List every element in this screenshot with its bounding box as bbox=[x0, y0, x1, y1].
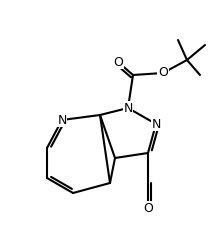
Text: N: N bbox=[123, 102, 133, 114]
Text: O: O bbox=[113, 55, 123, 69]
Text: O: O bbox=[143, 202, 153, 214]
Text: O: O bbox=[158, 67, 168, 80]
Text: N: N bbox=[151, 118, 161, 131]
Text: N: N bbox=[57, 113, 67, 126]
